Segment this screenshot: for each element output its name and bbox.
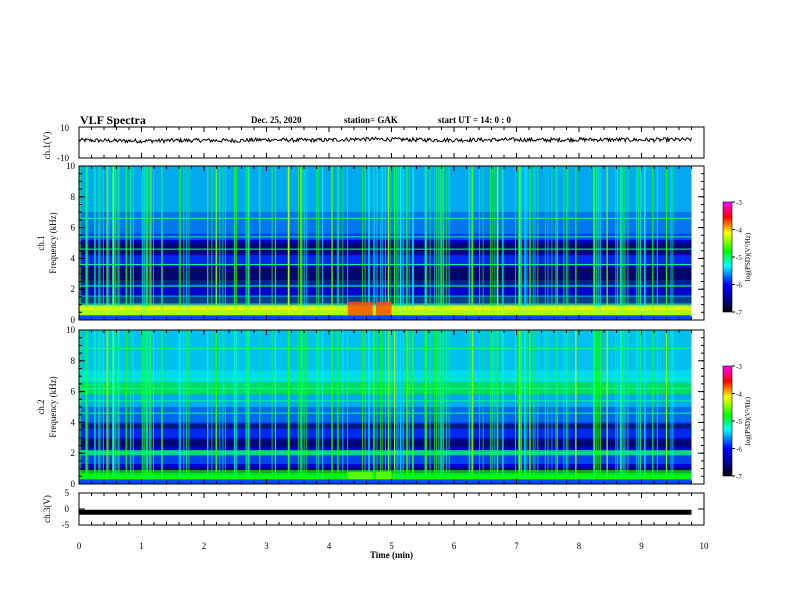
ch2-colorbar-tick-label: -5 [736,418,742,426]
ch2-colorbar-tick-label: -3 [736,363,742,371]
ch2-colorbar-tick-label: -6 [736,446,742,454]
ch1-colorbar-tick-label: -7 [736,309,742,317]
ch2-colorbar-gradient [722,365,733,477]
ch1-frame [78,126,705,159]
ch1-colorbar-tick-label: -6 [736,282,742,290]
ch2-channel-label: ch.2 [36,399,46,414]
ch1-frequency-label: Frequency (kHz) [48,212,58,273]
ch1-colorbar: -3 -4 -5 -6 -7 log(PSD)(V²/Hz) [722,199,752,317]
ch2-bottom-row [79,479,692,484]
ch2-spectrogram: 0 2 4 6 8 10 ch.2 Frequency (kHz) [36,325,705,489]
ch1-ytick-label: 2 [71,284,76,294]
ch1-colorbar-tick-label: -4 [736,227,742,235]
x-tick-label: 0 [77,541,82,551]
ch1-spectrogram: 0 2 4 6 8 10 ch.1 Frequency (kHz) [36,161,705,325]
station-label: station= GAK [344,115,398,125]
ch1-ytick-label: 8 [71,192,76,202]
ch1-ytick-label: 0 [71,315,76,325]
ch3-waveform-panel: 5 0 -5 ch.3(V) 0 1 2 3 4 5 6 7 8 9 10 Time (min) [42,488,709,560]
ch1-ytick-label: 10 [60,123,70,133]
x-tick-label: 7 [514,541,519,551]
ch1-ytick-label: -10 [57,153,69,163]
x-tick-label: 1 [139,541,144,551]
x-tick-label: 5 [389,541,394,551]
ch3-ytick-label: -5 [62,520,70,530]
x-tick-label: 2 [202,541,207,551]
x-tick-label: 6 [452,541,457,551]
ch1-channel-label: ch.1 [36,235,46,250]
ch3-ytick-label: 0 [65,504,70,514]
ch2-colorbar-label: log(PSD)(V²/Hz) [744,396,752,445]
ch1-ytick-label: 6 [71,223,76,233]
ch2-ytick-label: 2 [71,448,76,458]
ch3-ytick-label: 5 [65,488,70,498]
ch1-trace [78,136,692,145]
ch2-colorbar-tick-label: -7 [736,473,742,481]
ch2-nodata [691,330,704,484]
ch1-colorbar-tick-label: -5 [736,254,742,262]
ch1-bottom-row [79,315,692,320]
ch2-ytick-label: 4 [71,417,76,427]
ch1-ytick-label: 4 [71,253,76,263]
x-tick-label: 8 [577,541,582,551]
x-tick-label: 4 [327,541,332,551]
ch1-ytick-label: 10 [66,161,76,171]
date-label: Dec. 25, 2020 [251,115,302,125]
ch2-frame [78,329,705,485]
figure-title: VLF Spectra [80,113,146,127]
ch2-ytick-label: 6 [71,387,76,397]
ch1-frame [78,165,705,321]
start-time-label: start UT = 14: 0 : 0 [438,115,511,125]
ch1-waveform-panel: 10 -10 ch.1(V) [42,123,705,163]
ch1-colorbar-tick-label: -3 [736,199,742,207]
ch1-colorbar-label: log(PSD)(V²/Hz) [744,232,752,281]
x-tick-label: 3 [264,541,269,551]
ch3-frame [78,492,705,526]
x-axis-label: Time (min) [370,550,413,560]
ch1-nodata [691,166,704,320]
ch1-colorbar-gradient [722,201,733,313]
ch2-ytick-label: 8 [71,356,76,366]
ch2-ytick-label: 0 [71,479,76,489]
ch1-ylabel: ch.1(V) [42,132,52,160]
x-tick-label: 10 [700,541,710,551]
ch3-ylabel: ch.3(V) [42,495,52,523]
ch2-colorbar: -3 -4 -5 -6 -7 log(PSD)(V²/Hz) [722,363,752,481]
ch2-frequency-label: Frequency (kHz) [48,376,58,437]
x-tick-label: 9 [639,541,644,551]
ch2-ytick-label: 10 [66,325,76,335]
ch2-colorbar-tick-label: -4 [736,391,742,399]
